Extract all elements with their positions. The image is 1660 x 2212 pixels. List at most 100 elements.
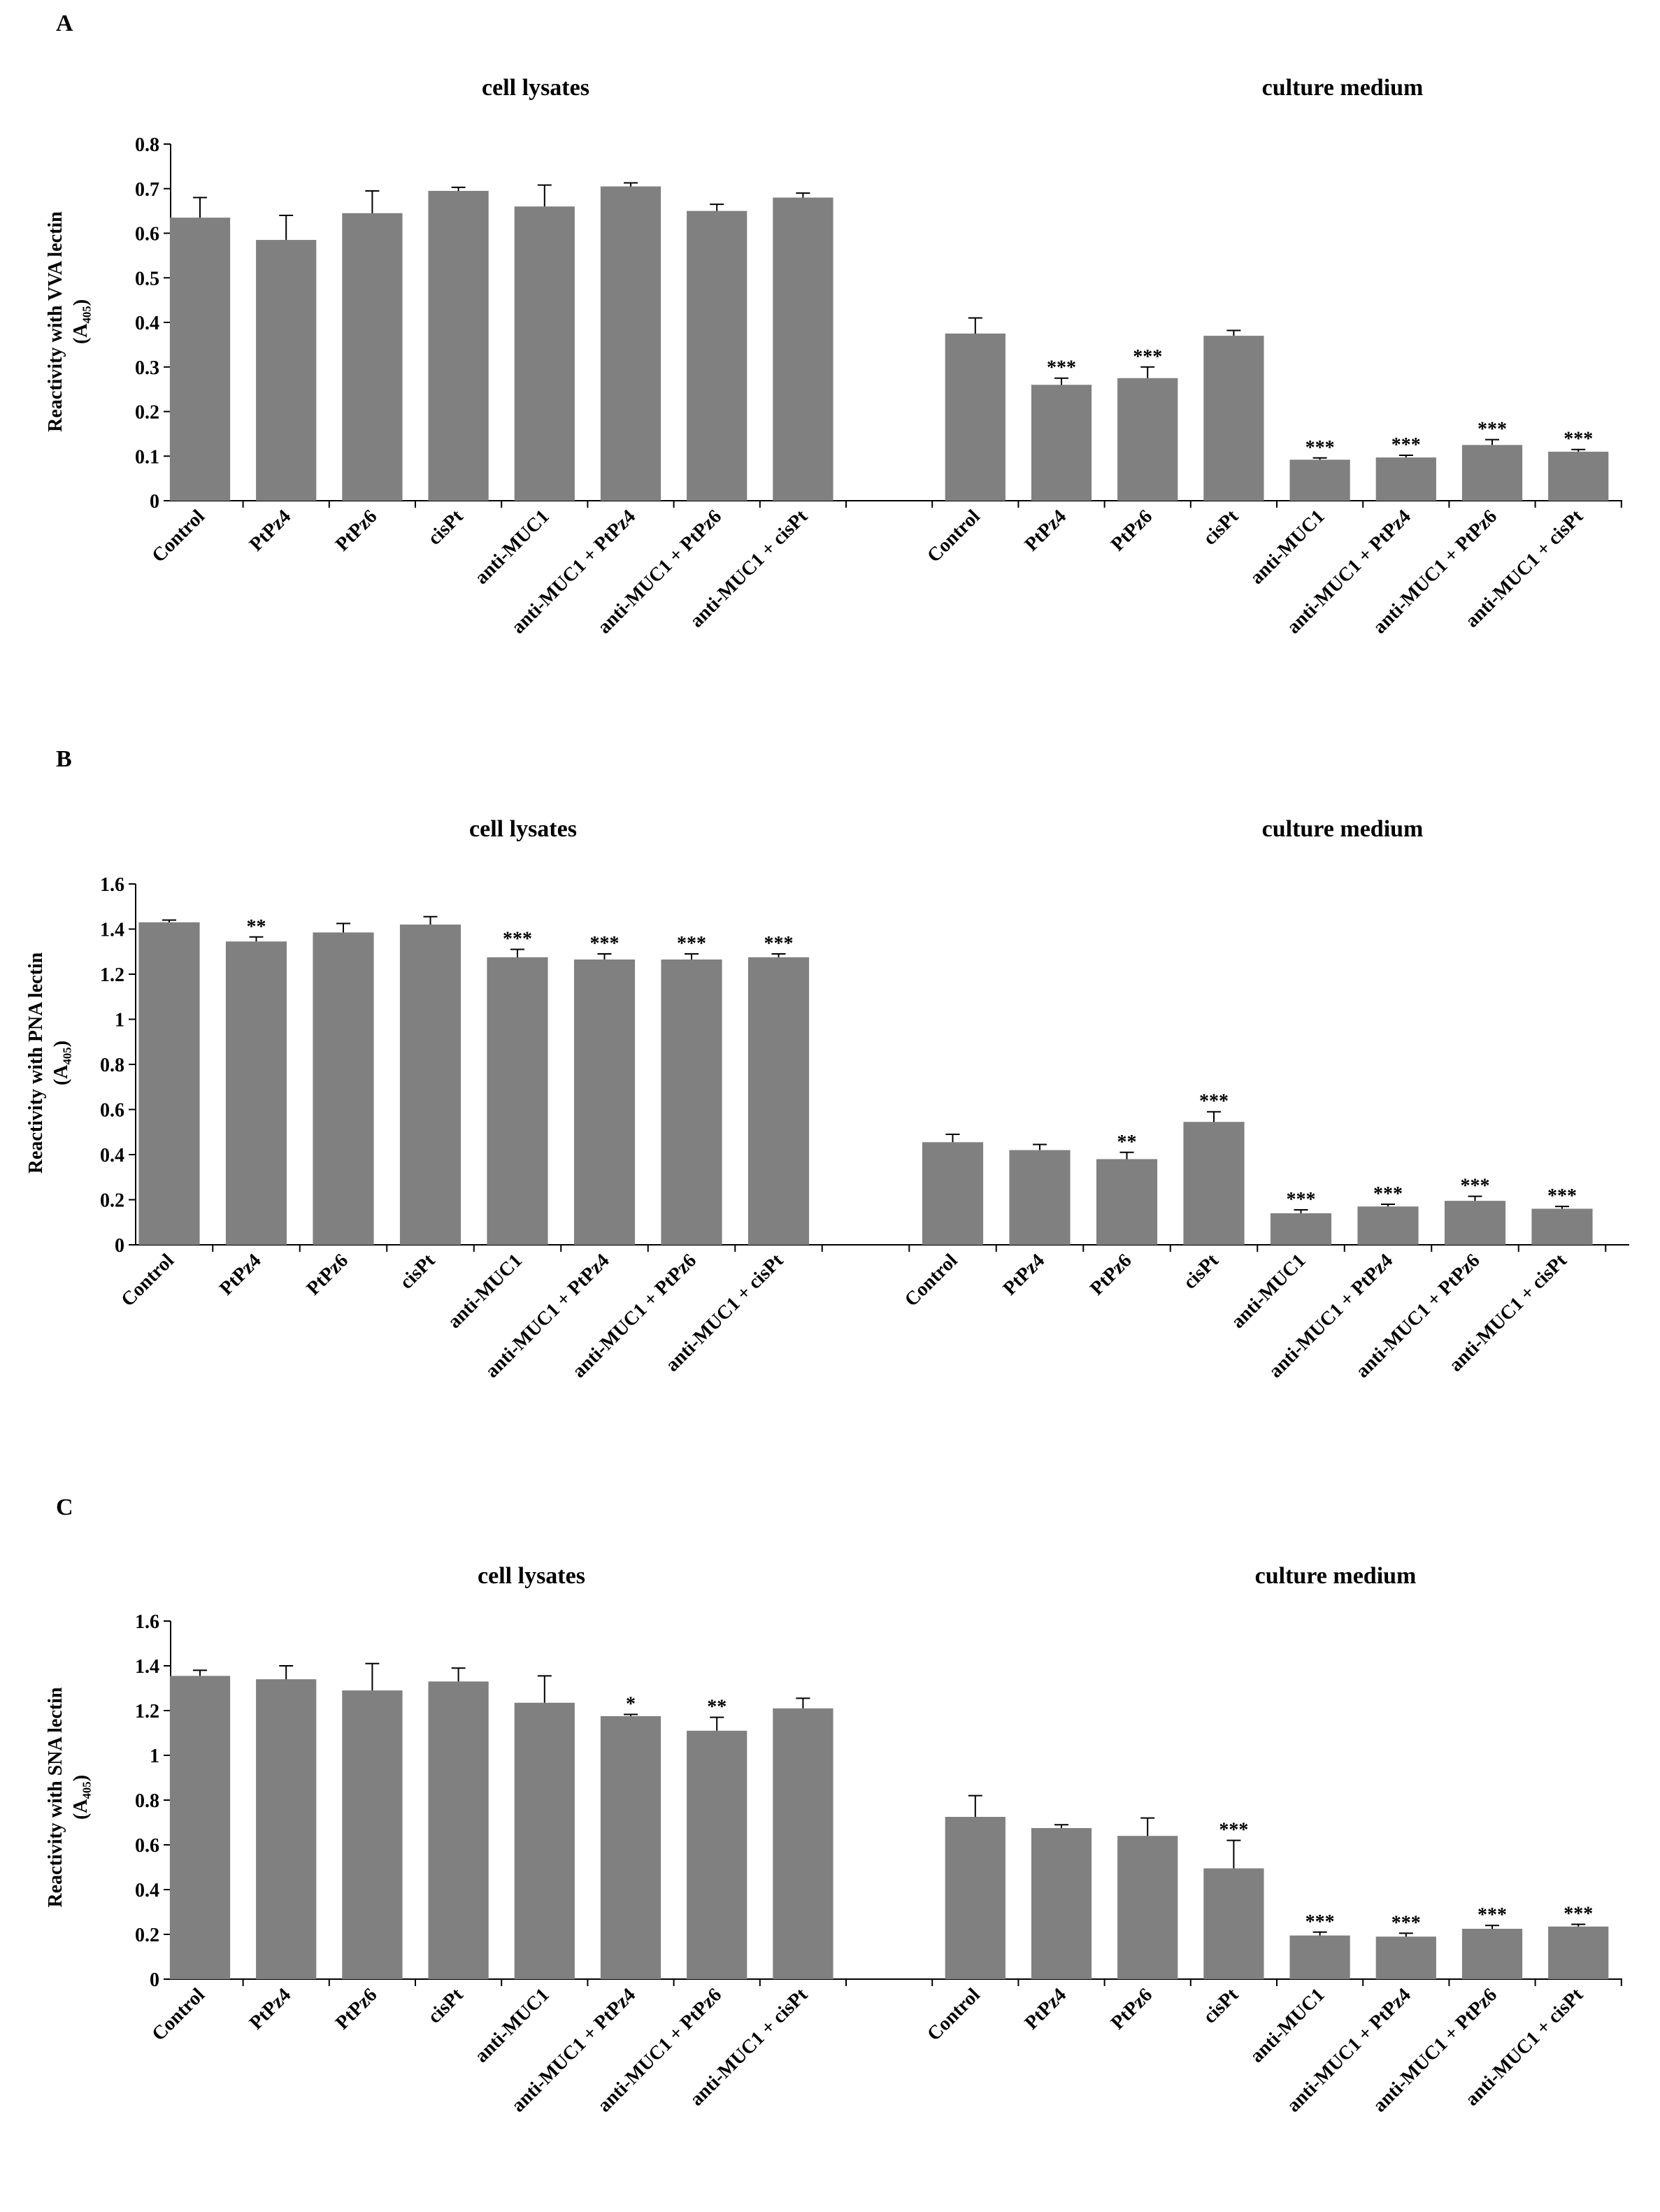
error-bar	[1398, 454, 1413, 458]
significance-label: ***	[1547, 1185, 1577, 1207]
y-tick-label: 1.6	[135, 1611, 159, 1633]
bar	[1289, 459, 1350, 501]
group-title: cell lysates	[478, 1563, 585, 1589]
x-tick-label: anti-MUC1	[471, 1984, 554, 2067]
bar	[922, 1142, 984, 1245]
y-tick-label: 0.1	[135, 446, 159, 468]
significance-label: ***	[1373, 1183, 1403, 1205]
y-axis-label: (A₄₀₅)	[70, 299, 92, 344]
error-bar	[365, 1662, 380, 1691]
x-tick-label: PtPz6	[1086, 1250, 1136, 1299]
significance-label: ***	[1047, 357, 1076, 379]
bar	[1461, 445, 1523, 501]
bar	[313, 932, 374, 1245]
error-bar	[1119, 1151, 1134, 1159]
bar	[1531, 1208, 1593, 1245]
bar	[169, 1676, 231, 1979]
x-tick-label: PtPz4	[1021, 1984, 1071, 2034]
significance-label: *	[626, 1693, 636, 1715]
y-tick-label: 0.7	[135, 179, 159, 201]
y-tick-label: 0.8	[100, 1055, 124, 1076]
error-bar	[1294, 1209, 1308, 1213]
error-bar	[365, 190, 380, 213]
y-tick-label: 0.6	[100, 1100, 124, 1122]
significance-label: ***	[1305, 1911, 1335, 1933]
significance-label: ***	[590, 933, 620, 955]
bar	[1548, 1926, 1609, 1979]
error-bar	[193, 197, 207, 218]
y-tick-label: 0	[150, 491, 159, 513]
error-bar	[710, 1716, 724, 1731]
y-tick-label: 1.6	[100, 874, 124, 896]
y-axis-label: (A₄₀₅)	[70, 1775, 92, 1820]
significance-label: ***	[1477, 419, 1507, 441]
error-bar	[193, 1669, 207, 1676]
y-tick-label: 1.2	[135, 1701, 159, 1722]
bar	[1031, 1828, 1092, 1979]
y-tick-label: 1.2	[100, 964, 124, 986]
error-bar	[1571, 1923, 1586, 1927]
x-tick-label: cisPt	[1199, 506, 1243, 550]
error-bar	[624, 182, 638, 187]
bar	[1444, 1201, 1506, 1245]
bar	[169, 217, 231, 501]
error-bar	[1226, 1839, 1241, 1869]
x-tick-label: anti-MUC1	[443, 1250, 527, 1333]
y-axis-label: Reactivity with VVA lectin	[45, 211, 66, 432]
significance-label: ***	[1564, 429, 1593, 450]
bar	[428, 190, 489, 501]
error-bar	[249, 936, 264, 942]
error-bar	[685, 952, 699, 960]
y-axis-label: Reactivity with PNA lectin	[25, 952, 47, 1173]
y-tick-label: 1	[115, 1010, 124, 1032]
bar	[1183, 1122, 1245, 1245]
significance-label: ***	[1391, 434, 1421, 456]
y-tick-label: 0.4	[100, 1145, 124, 1166]
significance-label: ***	[1461, 1176, 1490, 1197]
group-title: culture medium	[1255, 1563, 1417, 1589]
x-tick-label: cisPt	[424, 1984, 468, 2028]
x-tick-label: anti-MUC1	[1246, 506, 1329, 589]
error-bar	[968, 317, 982, 334]
significance-label: ***	[1199, 1091, 1229, 1113]
x-tick-label: cisPt	[424, 506, 468, 550]
x-tick-label: Control	[923, 506, 985, 567]
y-tick-label: 0.2	[135, 1925, 159, 1946]
significance-label: **	[1117, 1132, 1137, 1153]
group-title: culture medium	[1262, 816, 1424, 842]
error-bar	[710, 204, 724, 211]
error-bar	[279, 1665, 294, 1680]
bar	[399, 925, 461, 1245]
x-tick-label: PtPz4	[245, 506, 295, 555]
bar	[256, 240, 317, 501]
significance-label: **	[247, 916, 266, 938]
significance-label: ***	[1477, 1904, 1507, 1926]
error-bar	[162, 919, 176, 922]
bar	[1548, 451, 1609, 501]
bar	[514, 206, 575, 501]
x-tick-label: PtPz4	[245, 1984, 295, 2034]
y-axis-label: (A₄₀₅)	[50, 1041, 72, 1085]
panel-label: A	[56, 10, 73, 36]
bar	[1375, 1936, 1436, 1979]
error-bar	[1140, 1817, 1155, 1836]
bar	[1357, 1206, 1419, 1245]
y-axis-label: Reactivity with SNA lectin	[45, 1687, 66, 1907]
error-bar	[1226, 329, 1241, 336]
error-bar	[1054, 1824, 1068, 1828]
significance-label: ***	[764, 933, 794, 955]
error-bar	[279, 215, 294, 241]
error-bar	[510, 948, 524, 957]
bar	[138, 922, 200, 1245]
y-tick-label: 0.8	[135, 134, 159, 156]
y-tick-label: 0.4	[135, 1880, 159, 1901]
y-tick-label: 1.4	[135, 1656, 159, 1678]
error-bar	[624, 1713, 638, 1716]
y-tick-label: 1	[150, 1746, 159, 1767]
error-bar	[451, 186, 466, 191]
x-tick-label: cisPt	[1179, 1250, 1223, 1294]
x-tick-label: PtPz6	[331, 506, 381, 555]
y-tick-label: 0.6	[135, 1835, 159, 1857]
y-tick-label: 0.6	[135, 224, 159, 245]
significance-label: ***	[1287, 1189, 1316, 1211]
